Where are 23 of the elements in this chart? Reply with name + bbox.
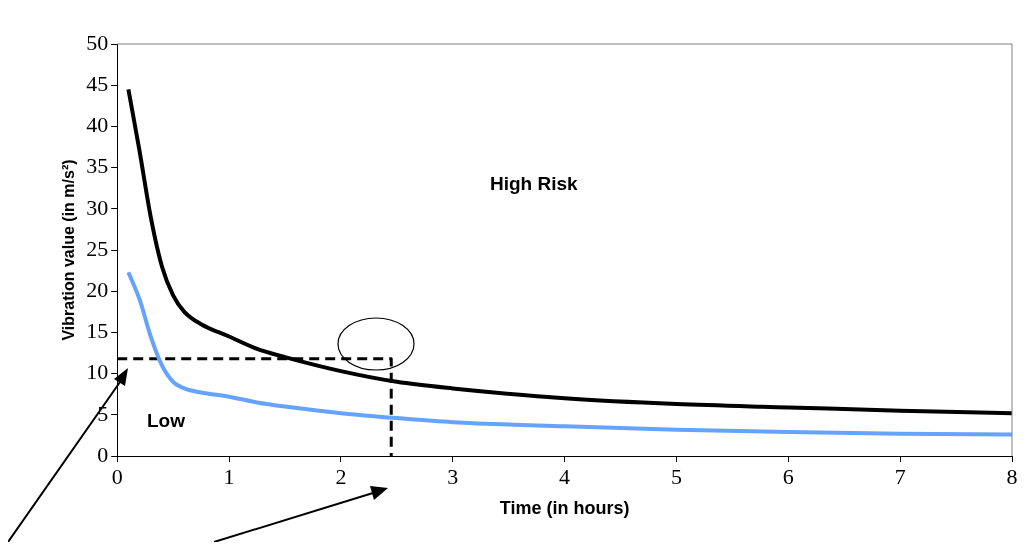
y-tick-label: 45 — [86, 70, 109, 96]
y-tick-label: 25 — [86, 235, 109, 261]
y-tick-label: 35 — [86, 153, 109, 179]
y-axis-title: Vibration value (in m/s²) — [60, 159, 78, 341]
x-tick-label: 2 — [335, 463, 347, 489]
line-series — [126, 270, 1012, 437]
x-tick-label: 8 — [1006, 463, 1018, 489]
y-tick-label: 50 — [86, 29, 109, 55]
y-tick-label: 30 — [86, 194, 109, 220]
x-tick-label: 1 — [223, 463, 235, 489]
x-tick-label: 5 — [670, 463, 682, 489]
y-tick-label: 0 — [97, 441, 109, 467]
x-tick-label: 7 — [894, 463, 906, 489]
y-tick-label: 10 — [86, 359, 109, 385]
annotation: Low — [147, 410, 185, 432]
y-tick-label: 20 — [86, 276, 109, 302]
x-tick-label: 4 — [559, 463, 571, 489]
y-tick-label: 40 — [86, 112, 109, 138]
annotation: High Risk — [490, 173, 578, 195]
x-axis-title: Time (in hours) — [499, 498, 630, 519]
y-tick-label: 15 — [86, 318, 109, 344]
x-tick-label: 3 — [447, 463, 459, 489]
x-tick-label: 6 — [782, 463, 794, 489]
